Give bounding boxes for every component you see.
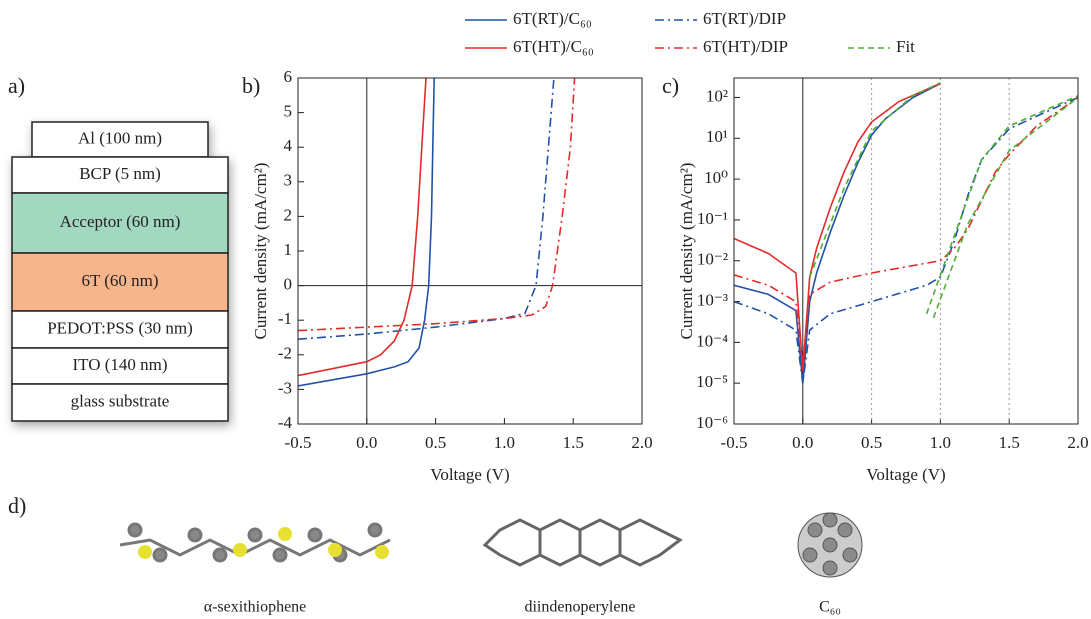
y-tick-label: 10⁻⁵ bbox=[696, 372, 728, 391]
layer bbox=[11, 156, 229, 194]
x-tick-label: 0.0 bbox=[356, 433, 377, 452]
molecule-label: α-sexithiophene bbox=[204, 599, 307, 616]
plot-frame bbox=[733, 77, 1079, 425]
layer-label: Al (100 nm) bbox=[78, 128, 162, 147]
legend: 6T(RT)/C₆₀ 6T(RT)/DIP 6T(HT)/C₆₀ 6T(HT)/DIP… bbox=[465, 9, 915, 56]
layer bbox=[11, 192, 229, 254]
y-tick-label: -3 bbox=[278, 378, 292, 397]
y-tick-label: 4 bbox=[284, 136, 293, 155]
y-tick-label: 10⁻⁶ bbox=[696, 413, 728, 432]
x-tick-label: 0.0 bbox=[792, 433, 813, 452]
layer bbox=[11, 383, 229, 422]
x-axis-title: Voltage (V) bbox=[866, 465, 945, 484]
panel-label: b) bbox=[242, 73, 260, 98]
y-tick-label: 10⁻³ bbox=[697, 290, 728, 309]
x-tick-label: 2.0 bbox=[1067, 433, 1088, 452]
y-tick-label: 10² bbox=[706, 86, 728, 105]
legend-label: 6T(HT)/DIP bbox=[703, 37, 788, 56]
x-axis-title: Voltage (V) bbox=[430, 465, 509, 484]
layer bbox=[11, 347, 229, 385]
x-tick-label: 0.5 bbox=[861, 433, 882, 452]
y-tick-label: 3 bbox=[284, 171, 293, 190]
plot-frame bbox=[297, 77, 643, 425]
legend-label: Fit bbox=[896, 37, 915, 56]
layer-label: BCP (5 nm) bbox=[79, 164, 161, 183]
panel-label: d) bbox=[8, 493, 26, 518]
y-tick-label: 6 bbox=[284, 67, 293, 86]
y-tick-label: 2 bbox=[284, 205, 293, 224]
legend-label: 6T(HT)/C₆₀ bbox=[513, 37, 594, 56]
x-tick-label: -0.5 bbox=[721, 433, 748, 452]
x-tick-label: 1.5 bbox=[999, 433, 1020, 452]
y-tick-label: -4 bbox=[278, 413, 293, 432]
series-line bbox=[734, 96, 1078, 384]
y-tick-label: 10⁻⁴ bbox=[696, 331, 728, 350]
legend-label: 6T(RT)/DIP bbox=[703, 9, 786, 28]
layer-label: 6T (60 nm) bbox=[81, 271, 158, 290]
x-tick-label: 2.0 bbox=[631, 433, 652, 452]
molecule-label: diindenoperylene bbox=[524, 599, 635, 616]
y-tick-label: 10⁻² bbox=[697, 250, 728, 269]
series-line bbox=[734, 82, 941, 384]
y-tick-label: -1 bbox=[278, 309, 292, 328]
y-tick-label: 0 bbox=[284, 275, 293, 294]
series-line bbox=[298, 78, 555, 340]
layer bbox=[11, 252, 229, 312]
series-line bbox=[298, 78, 435, 387]
x-tick-label: 1.5 bbox=[563, 433, 584, 452]
y-tick-label: 10¹ bbox=[706, 127, 728, 146]
layer-label: PEDOT:PSS (30 nm) bbox=[47, 318, 193, 337]
y-axis-title: Current density (mA/cm²) bbox=[677, 163, 696, 340]
series-line bbox=[298, 78, 427, 377]
molecules: α-sexithiophene diindenoperylene C₆₀ bbox=[119, 512, 863, 616]
x-tick-label: 0.5 bbox=[425, 433, 446, 452]
legend-label: 6T(RT)/C₆₀ bbox=[513, 9, 592, 28]
layer-label: Acceptor (60 nm) bbox=[60, 212, 181, 231]
x-tick-label: 1.0 bbox=[930, 433, 951, 452]
chart: -0.5 0.0 0.5 1.0 1.5 2.0 10⁻⁶ 10⁻⁵ 10⁻⁴ 10⁻³ 10⁻² 1… bbox=[677, 77, 1089, 484]
y-tick-label: 5 bbox=[284, 102, 293, 121]
layer-label: glass substrate bbox=[71, 391, 170, 410]
layer-stack: Al (100 nm) BCP (5 nm) Acceptor (60 nm) 6T … bbox=[11, 121, 229, 422]
y-tick-label: 10⁻¹ bbox=[697, 209, 728, 228]
x-tick-label: -0.5 bbox=[285, 433, 312, 452]
layer bbox=[31, 121, 209, 158]
y-tick-label: -2 bbox=[278, 344, 292, 363]
series-line bbox=[734, 82, 941, 371]
y-tick-label: 1 bbox=[284, 240, 293, 259]
layer-label: ITO (140 nm) bbox=[72, 355, 167, 374]
molecule-label: C₆₀ bbox=[819, 599, 841, 616]
panel-label: a) bbox=[8, 73, 25, 98]
series-line bbox=[298, 78, 576, 332]
y-tick-label: 10⁰ bbox=[704, 168, 728, 187]
y-axis-title: Current density (mA/cm²) bbox=[251, 163, 270, 340]
series-line bbox=[808, 81, 1078, 319]
panel-label: c) bbox=[662, 73, 679, 98]
chart: -0.5 0.0 0.5 1.0 1.5 2.0 -4 -3 -2 -1 0 1 2 3 4 5 6 Voltag… bbox=[251, 67, 653, 484]
x-tick-label: 1.0 bbox=[494, 433, 515, 452]
